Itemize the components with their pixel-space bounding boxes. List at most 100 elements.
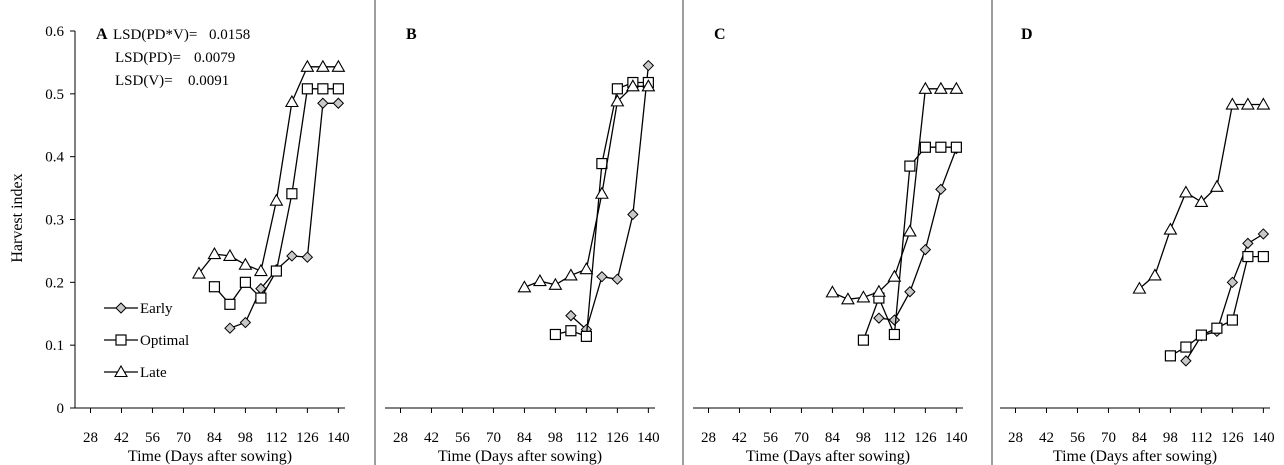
data-point-early bbox=[224, 322, 236, 334]
lsd-pd-v-value: 0.0158 bbox=[209, 27, 250, 43]
legend-label-early: Early bbox=[140, 301, 173, 317]
data-point-optimal bbox=[224, 298, 236, 310]
data-point-late bbox=[191, 266, 206, 279]
data-point-late bbox=[625, 79, 640, 92]
y-tick-label: 0.6 bbox=[45, 24, 64, 40]
series-line-optimal bbox=[1170, 255, 1264, 357]
y-axis-title: Harvest index bbox=[9, 173, 26, 262]
data-point-optimal bbox=[1211, 322, 1223, 334]
data-point-optimal bbox=[332, 83, 344, 95]
series-late bbox=[825, 81, 964, 305]
data-point-early bbox=[1226, 276, 1239, 289]
data-point-late bbox=[548, 277, 563, 290]
x-tick-label: 126 bbox=[296, 430, 319, 446]
x-tick-label: 56 bbox=[145, 430, 161, 446]
data-point-early bbox=[332, 97, 345, 109]
series-line-early bbox=[878, 148, 958, 321]
panel-c: C 28 42 56 70 84 98 112 126 140 Time (Days after s… bbox=[693, 26, 968, 465]
x-tick-label: 126 bbox=[1221, 430, 1244, 446]
data-point-early bbox=[642, 59, 655, 72]
data-point-late bbox=[207, 246, 222, 260]
data-point-late bbox=[331, 59, 346, 72]
x-tick-label: 140 bbox=[327, 430, 350, 446]
x-axis-title: Time (Days after sowing) bbox=[1053, 448, 1217, 465]
data-point-late bbox=[1256, 97, 1271, 110]
data-point-early bbox=[627, 208, 639, 221]
data-point-early bbox=[596, 270, 608, 283]
series-early bbox=[873, 142, 963, 326]
data-point-late bbox=[856, 290, 871, 303]
data-point-optimal bbox=[857, 334, 870, 346]
panel-letter-d: D bbox=[1021, 26, 1033, 43]
series-line-late bbox=[524, 85, 649, 289]
data-point-early bbox=[611, 273, 624, 285]
data-point-optimal bbox=[919, 141, 931, 153]
data-point-optimal bbox=[611, 83, 623, 95]
y-tick-label: 0 bbox=[57, 401, 65, 417]
x-tick-label: 112 bbox=[265, 430, 287, 446]
data-point-late bbox=[1147, 268, 1162, 281]
series-line-early bbox=[229, 102, 339, 329]
data-point-early bbox=[565, 309, 577, 322]
data-point-late bbox=[1194, 194, 1209, 207]
data-point-late bbox=[594, 186, 609, 199]
x-tick-label: 70 bbox=[794, 430, 809, 446]
x-tick-label: 84 bbox=[517, 430, 533, 446]
series-late bbox=[517, 79, 656, 293]
data-point-late bbox=[238, 257, 253, 270]
data-point-late bbox=[284, 94, 299, 108]
data-point-optimal bbox=[255, 292, 267, 304]
data-point-late bbox=[563, 268, 578, 281]
x-tick-label: 112 bbox=[575, 430, 597, 446]
x-axis-title: Time (Days after sowing) bbox=[746, 448, 910, 465]
data-point-optimal bbox=[888, 328, 900, 341]
data-point-late bbox=[300, 59, 315, 72]
data-point-late bbox=[902, 224, 917, 237]
data-point-optimal bbox=[549, 328, 562, 341]
data-point-early bbox=[1242, 237, 1254, 250]
x-tick-label: 140 bbox=[637, 430, 660, 446]
x-tick-label: 28 bbox=[393, 430, 408, 446]
data-point-early bbox=[935, 183, 947, 196]
data-point-early bbox=[919, 243, 932, 256]
x-tick-label: 126 bbox=[606, 430, 629, 446]
data-point-late bbox=[517, 280, 532, 293]
lsd-v-label: LSD(V)= bbox=[115, 73, 173, 89]
data-point-optimal bbox=[1164, 350, 1177, 362]
data-point-optimal bbox=[1226, 314, 1238, 326]
data-point-optimal bbox=[1180, 341, 1192, 353]
data-point-late bbox=[641, 79, 656, 92]
x-tick-label: 84 bbox=[207, 430, 223, 446]
lsd-pd-value: 0.0079 bbox=[194, 50, 235, 66]
data-point-late bbox=[1240, 97, 1255, 110]
data-point-optimal bbox=[286, 188, 298, 200]
data-point-late bbox=[840, 292, 855, 305]
y-tick-label: 0.5 bbox=[45, 87, 64, 103]
x-tick-label: 84 bbox=[1132, 430, 1148, 446]
x-tick-label: 140 bbox=[945, 430, 968, 446]
series-line-early bbox=[570, 65, 650, 331]
data-point-optimal bbox=[1257, 250, 1269, 263]
data-point-late bbox=[222, 248, 237, 261]
legend-marker-late bbox=[114, 364, 128, 378]
x-tick-label: 98 bbox=[856, 430, 871, 446]
legend-marker-early bbox=[115, 302, 127, 314]
data-point-optimal bbox=[317, 83, 329, 95]
x-tick-label: 42 bbox=[424, 430, 439, 446]
data-point-early bbox=[239, 316, 252, 329]
x-tick-label: 70 bbox=[176, 430, 191, 446]
series-early bbox=[1180, 228, 1270, 367]
x-axis-title: Time (Days after sowing) bbox=[128, 448, 292, 465]
series-line-optimal bbox=[555, 81, 649, 338]
data-point-optimal bbox=[1195, 329, 1207, 341]
x-tick-label: 84 bbox=[825, 430, 841, 446]
data-point-late bbox=[1132, 281, 1147, 294]
data-point-late bbox=[933, 81, 948, 94]
y-tick-label: 0.2 bbox=[45, 275, 64, 291]
x-tick-label: 42 bbox=[732, 430, 747, 446]
data-point-late bbox=[579, 262, 594, 275]
x-tick-label: 70 bbox=[486, 430, 501, 446]
legend: Early Optimal Late bbox=[104, 301, 189, 381]
data-point-early bbox=[1257, 228, 1270, 240]
x-tick-label: 28 bbox=[1008, 430, 1023, 446]
